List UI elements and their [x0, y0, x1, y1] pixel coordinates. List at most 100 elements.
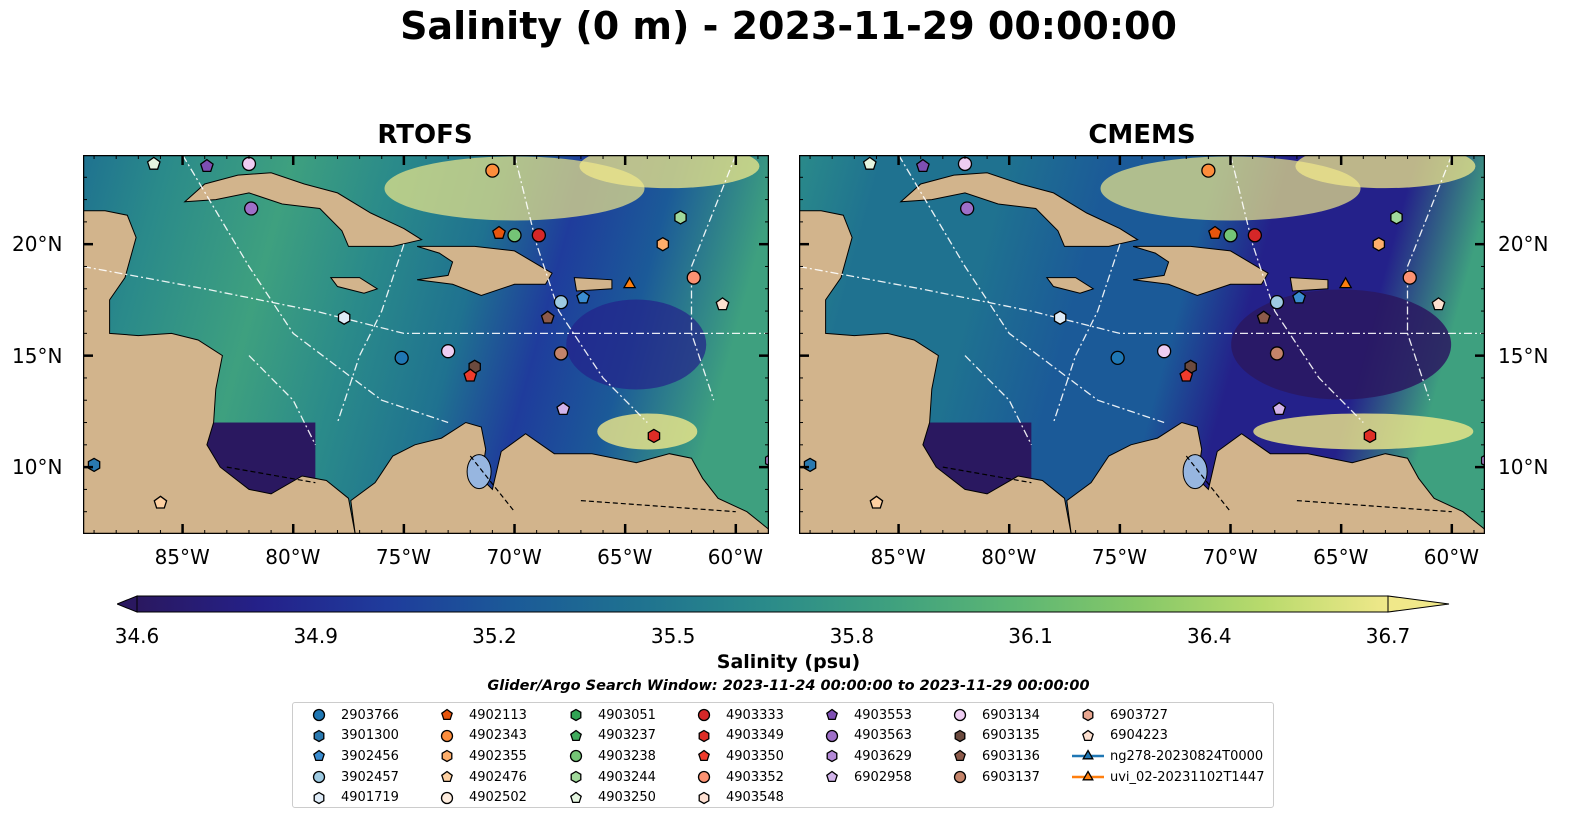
float-marker [869, 495, 884, 509]
high-salinity-venezuela [597, 413, 698, 450]
colorbar-tick-label: 34.6 [114, 624, 160, 648]
lat-tick-label-right: 15°N [1498, 343, 1549, 368]
legend-marker [570, 770, 582, 784]
float-marker [1292, 290, 1307, 304]
colorbar-label: Salinity (psu) [716, 651, 861, 673]
float-marker [463, 368, 478, 382]
float-marker [960, 201, 975, 216]
legend-marker [953, 709, 967, 722]
legend-marker-icon [1072, 749, 1104, 760]
legend-label: 6902958 [854, 769, 912, 785]
float-marker [1208, 225, 1222, 239]
legend-marker [1072, 770, 1104, 781]
legend-label: 4902476 [469, 769, 527, 785]
float-marker [531, 228, 547, 243]
legend-item: 4903350 [686, 746, 784, 767]
high-salinity-north [1100, 156, 1361, 221]
country-border [942, 466, 1032, 484]
land-puerto-rico [573, 277, 613, 292]
legend-marker-icon [570, 729, 582, 741]
legend-marker [441, 770, 453, 783]
legend-label: 6903136 [982, 748, 1040, 764]
lat-tick-label-right: 20°N [1498, 232, 1549, 257]
colorbar-tick-label: 35.2 [472, 624, 517, 648]
low-salinity-core [566, 299, 707, 390]
legend-marker-icon [953, 709, 967, 722]
legend-marker-icon [441, 750, 453, 763]
lat-tick-label-left: 10°N [12, 455, 63, 480]
legend-label: 6903134 [982, 707, 1040, 723]
legend-label: 3902456 [341, 748, 399, 764]
lon-tick-label: 85°W [154, 545, 210, 569]
eez-boundary [182, 155, 449, 424]
lake-maracaibo [466, 454, 492, 490]
land-hispaniola [1132, 245, 1269, 297]
float-marker [1363, 428, 1377, 444]
legend-marker-icon [697, 770, 711, 784]
legend-marker [440, 791, 454, 804]
float-marker [394, 350, 409, 366]
legend-label: 4902343 [469, 728, 527, 744]
map-frame [799, 155, 1485, 534]
float-marker [492, 225, 506, 239]
legend-marker [826, 770, 838, 783]
float-marker [1247, 228, 1263, 243]
legend-marker [570, 791, 582, 803]
legend-marker [1082, 709, 1094, 722]
legend-marker-icon [440, 791, 454, 804]
legend-label: 6904223 [1110, 728, 1168, 744]
legend-item: 2903766 [301, 705, 399, 726]
land-puerto-rico [1289, 277, 1329, 292]
colorbar-tick-label: 35.5 [650, 624, 696, 648]
legend-item: 4903333 [686, 705, 784, 726]
legend-item: ng278-20230824T0000 [1070, 746, 1264, 767]
lat-tick-label-right: 10°N [1498, 455, 1549, 480]
legend-label: 4903350 [726, 748, 784, 764]
lon-tick-label: 85°W [870, 545, 926, 569]
legend-item: 4903244 [558, 767, 656, 788]
float-marker [553, 294, 569, 310]
legend-label: 4903563 [854, 728, 912, 744]
eez-boundary [690, 155, 737, 401]
lon-tick-label: 80°W [265, 545, 321, 569]
float-marker [1390, 210, 1403, 225]
legend-column: 6903134 6903135 6903136 6903137 [942, 705, 1040, 787]
float-marker [1201, 163, 1216, 178]
legend: 2903766 3901300 3902456 3902457 4901719 49021… [292, 702, 1274, 808]
colorbar-extend-min [115, 595, 138, 613]
country-border [1185, 455, 1231, 513]
float-marker [1179, 368, 1194, 382]
legend-marker-icon [826, 770, 838, 783]
float-marker [715, 297, 730, 311]
legend-marker [570, 709, 582, 722]
legend-label: 4903629 [854, 748, 912, 764]
legend-label: 6903137 [982, 769, 1040, 785]
legend-item: 4903349 [686, 726, 784, 747]
legend-marker-icon [698, 791, 710, 804]
lon-tick-label: 75°W [375, 545, 432, 569]
map-frame [83, 155, 769, 534]
legend-label: 3902457 [341, 769, 399, 785]
legend-marker-icon [826, 708, 838, 721]
colorbar [115, 595, 1450, 621]
lake-maracaibo [1182, 454, 1208, 490]
float-marker [553, 346, 569, 361]
legend-label: 4903349 [726, 728, 784, 744]
legend-marker-icon [1072, 770, 1104, 781]
float-marker [1338, 276, 1353, 289]
colorbar-gradient [136, 595, 1389, 613]
eez-boundary [336, 243, 405, 423]
legend-marker [441, 708, 453, 721]
land-cuba [899, 172, 1139, 247]
legend-marker-icon [313, 729, 325, 743]
lon-tick-label: 70°W [486, 545, 542, 569]
legend-label: 4903244 [598, 769, 656, 785]
legend-item: 4903238 [558, 746, 656, 767]
legend-marker-icon [953, 770, 967, 784]
colorbar-tick-label: 36.4 [1187, 624, 1232, 648]
float-marker [199, 158, 214, 173]
eez-boundary [1406, 155, 1453, 401]
float-marker [803, 457, 817, 473]
legend-item: 4901719 [301, 787, 399, 808]
map-panel-cmems [799, 155, 1485, 534]
